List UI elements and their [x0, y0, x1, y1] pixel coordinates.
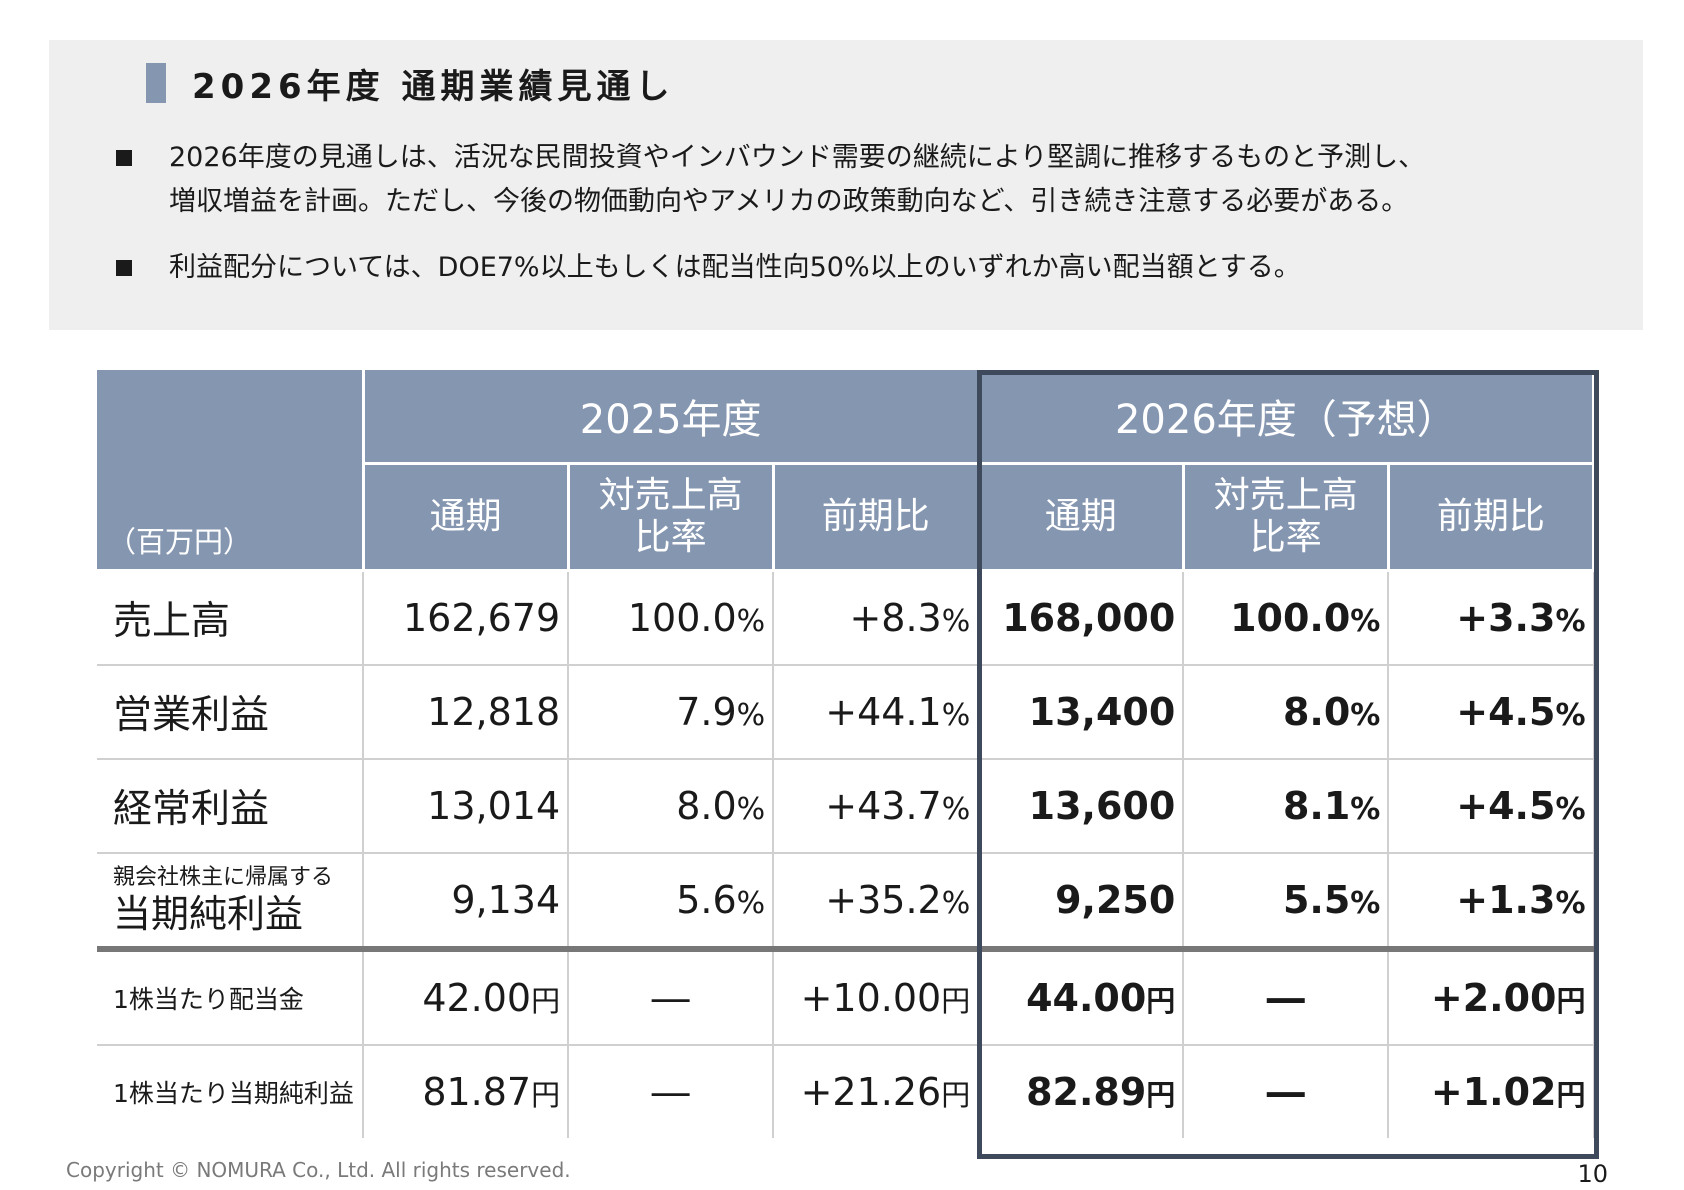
col-header-full-year: 通期: [363, 463, 570, 572]
cell-value: +2.00円: [1388, 949, 1595, 1046]
cell-value: 8.1%: [1183, 759, 1390, 854]
col-header-yoy: 前期比: [1388, 463, 1596, 572]
row-label: 営業利益: [97, 665, 365, 760]
table-row-operating-profit: 営業利益 12,818 7.9% +44.1% 13,400 8.0% +4.5…: [97, 665, 1595, 760]
bullet-item-dividend: 利益配分については、DOE7%以上もしくは配当性向50%以上のいずれか高い配当額…: [116, 246, 1616, 290]
cell-value: 100.0%: [568, 570, 775, 666]
bullet-line: 増収増益を計画。ただし、今後の物価動向やアメリカの政策動向など、引き続き注意する…: [169, 186, 1409, 217]
cell-value: 44.00円: [978, 949, 1185, 1046]
cell-value: 81.87円: [363, 1045, 570, 1138]
col-header-ratio: 対売上高 比率: [568, 463, 775, 572]
cell-value: +1.3%: [1388, 853, 1595, 952]
cell-value: ―: [1183, 1045, 1390, 1138]
table-row-sales: 売上高 162,679 100.0% +8.3% 168,000 100.0% …: [97, 570, 1595, 666]
bullet-item-outlook: 2026年度の見通しは、活況な民間投資やインバウンド需要の継続により堅調に推移す…: [116, 136, 1616, 224]
bullet-line: 利益配分については、DOE7%以上もしくは配当性向50%以上のいずれか高い配当額…: [169, 252, 1301, 283]
cell-value: +8.3%: [773, 570, 980, 666]
cell-value: 5.5%: [1183, 853, 1390, 952]
year-header-2026: 2026年度（予想）: [978, 370, 1596, 465]
cell-value: 100.0%: [1183, 570, 1390, 666]
row-label: 1株当たり当期純利益: [97, 1045, 365, 1138]
cell-value: 12,818: [363, 665, 570, 760]
forecast-table: （百万円） 2025年度 2026年度（予想） 通期 対売上高 比率 前期比 通期…: [97, 370, 1596, 1138]
year-header-2025: 2025年度: [363, 370, 980, 465]
cell-value: 8.0%: [1183, 665, 1390, 760]
cell-value: 8.0%: [568, 759, 775, 854]
title-accent-bar: [146, 63, 166, 103]
summary-box: 2026年度 通期業績見通し 2026年度の見通しは、活況な民間投資やインバウン…: [49, 40, 1643, 330]
cell-value: ―: [568, 949, 775, 1046]
cell-value: 13,400: [978, 665, 1185, 760]
cell-value: +21.26円: [773, 1045, 980, 1138]
cell-value: +44.1%: [773, 665, 980, 760]
table-row-net-income: 親会社株主に帰属する 当期純利益 9,134 5.6% +35.2% 9,250…: [97, 853, 1595, 952]
row-label: 親会社株主に帰属する 当期純利益: [97, 853, 365, 952]
square-bullet-icon: [116, 260, 132, 276]
table-row-eps: 1株当たり当期純利益 81.87円 ― +21.26円 82.89円 ― +1.…: [97, 1045, 1595, 1138]
row-label: 1株当たり配当金: [97, 949, 365, 1046]
cell-value: ―: [568, 1045, 775, 1138]
col-header-ratio: 対売上高 比率: [1183, 463, 1390, 572]
cell-value: +35.2%: [773, 853, 980, 952]
cell-value: 82.89円: [978, 1045, 1185, 1138]
cell-value: +1.02円: [1388, 1045, 1595, 1138]
square-bullet-icon: [116, 150, 132, 166]
page-number: 10: [1577, 1160, 1608, 1188]
bullet-list: 2026年度の見通しは、活況な民間投資やインバウンド需要の継続により堅調に推移す…: [116, 136, 1616, 312]
cell-value: 42.00円: [363, 949, 570, 1046]
slide-title-row: 2026年度 通期業績見通し: [146, 62, 674, 107]
table-row-ordinary-profit: 経常利益 13,014 8.0% +43.7% 13,600 8.1% +4.5…: [97, 759, 1595, 854]
cell-value: 13,014: [363, 759, 570, 854]
cell-value: +3.3%: [1388, 570, 1595, 666]
cell-value: +4.5%: [1388, 665, 1595, 760]
cell-value: 7.9%: [568, 665, 775, 760]
col-header-yoy: 前期比: [773, 463, 980, 572]
unit-label: （百万円）: [97, 370, 365, 572]
col-header-full-year: 通期: [978, 463, 1185, 572]
cell-value: ―: [1183, 949, 1390, 1046]
table-row-dividend-per-share: 1株当たり配当金 42.00円 ― +10.00円 44.00円 ― +2.00…: [97, 949, 1595, 1046]
cell-value: 9,250: [978, 853, 1185, 952]
slide-title: 2026年度 通期業績見通し: [192, 66, 675, 107]
cell-value: +43.7%: [773, 759, 980, 854]
cell-value: 5.6%: [568, 853, 775, 952]
row-label: 売上高: [97, 570, 365, 666]
cell-value: 162,679: [363, 570, 570, 666]
cell-value: +10.00円: [773, 949, 980, 1046]
copyright-text: Copyright © NOMURA Co., Ltd. All rights …: [66, 1158, 571, 1182]
cell-value: +4.5%: [1388, 759, 1595, 854]
cell-value: 13,600: [978, 759, 1185, 854]
row-label: 経常利益: [97, 759, 365, 854]
bullet-line: 2026年度の見通しは、活況な民間投資やインバウンド需要の継続により堅調に推移す…: [169, 142, 1426, 173]
cell-value: 168,000: [978, 570, 1185, 666]
cell-value: 9,134: [363, 853, 570, 952]
